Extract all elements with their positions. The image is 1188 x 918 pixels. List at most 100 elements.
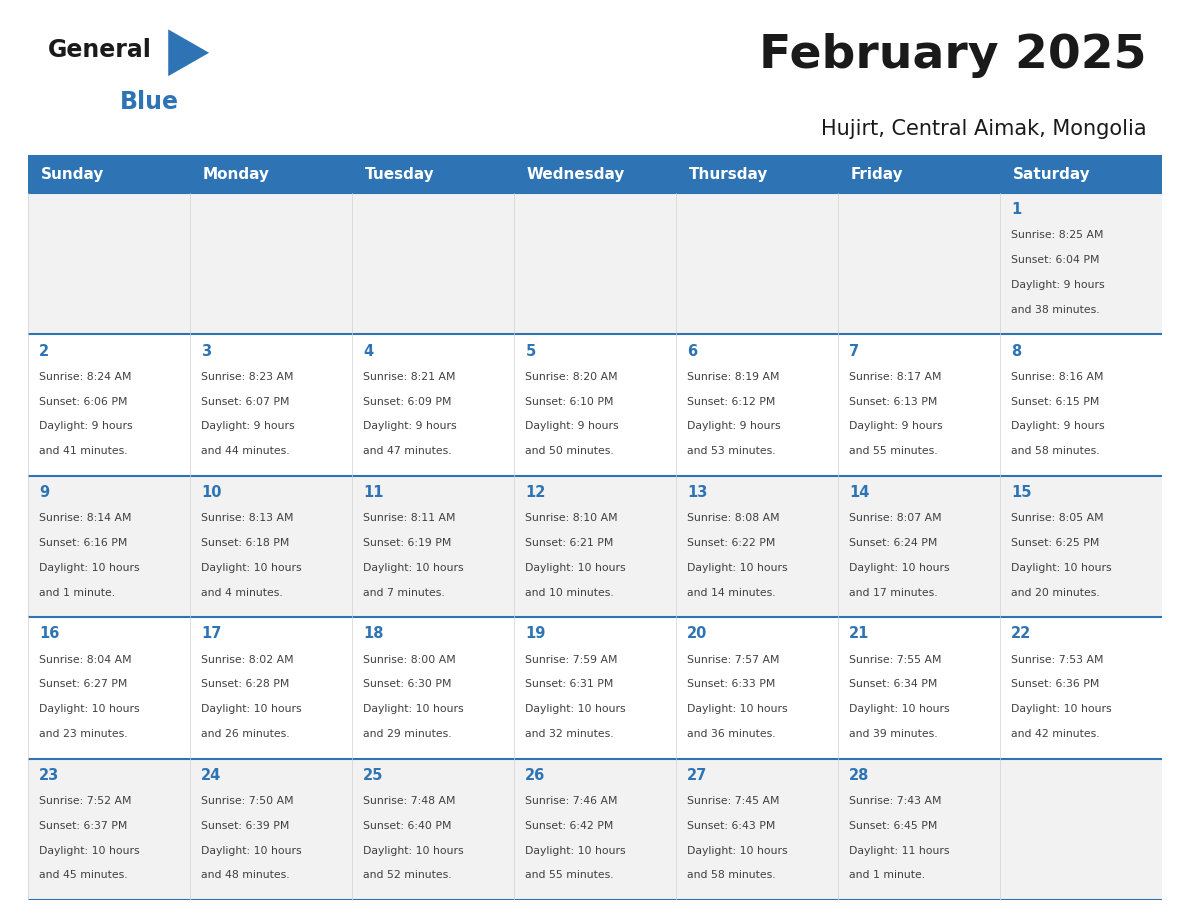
Bar (1000, 193, 1162, 334)
Text: Sunset: 6:13 PM: Sunset: 6:13 PM (849, 397, 937, 407)
Text: Sunrise: 8:10 AM: Sunrise: 8:10 AM (525, 513, 618, 523)
Text: 5: 5 (525, 343, 536, 359)
Text: Sunrise: 8:14 AM: Sunrise: 8:14 AM (39, 513, 132, 523)
Text: Sunrise: 8:11 AM: Sunrise: 8:11 AM (364, 513, 456, 523)
Bar (1000, 334, 1162, 476)
Text: Sunset: 6:19 PM: Sunset: 6:19 PM (364, 538, 451, 548)
Text: Sunrise: 7:59 AM: Sunrise: 7:59 AM (525, 655, 618, 665)
Text: and 36 minutes.: and 36 minutes. (688, 729, 776, 739)
Text: Sunrise: 8:08 AM: Sunrise: 8:08 AM (688, 513, 781, 523)
Bar (1000, 476, 1162, 617)
Bar (514, 758, 676, 900)
Bar (29, 617, 190, 758)
Bar (514, 617, 676, 758)
Text: Daylight: 10 hours: Daylight: 10 hours (849, 563, 950, 573)
Text: and 26 minutes.: and 26 minutes. (201, 729, 290, 739)
Text: Sunset: 6:25 PM: Sunset: 6:25 PM (1011, 538, 1100, 548)
Text: Daylight: 10 hours: Daylight: 10 hours (525, 845, 626, 856)
Text: Daylight: 10 hours: Daylight: 10 hours (364, 845, 465, 856)
Bar (352, 476, 514, 617)
Bar (838, 334, 1000, 476)
Text: Sunset: 6:27 PM: Sunset: 6:27 PM (39, 679, 128, 689)
Text: 20: 20 (688, 626, 708, 642)
Bar (676, 193, 838, 334)
Text: Daylight: 10 hours: Daylight: 10 hours (525, 563, 626, 573)
Text: February 2025: February 2025 (759, 32, 1146, 78)
Bar (29, 193, 190, 334)
Text: and 29 minutes.: and 29 minutes. (364, 729, 451, 739)
Text: Sunrise: 8:23 AM: Sunrise: 8:23 AM (201, 372, 293, 382)
Text: Sunrise: 7:57 AM: Sunrise: 7:57 AM (688, 655, 779, 665)
Text: Daylight: 10 hours: Daylight: 10 hours (39, 563, 140, 573)
Text: Daylight: 9 hours: Daylight: 9 hours (201, 421, 295, 431)
Text: 7: 7 (849, 343, 859, 359)
Text: Sunset: 6:43 PM: Sunset: 6:43 PM (688, 821, 776, 831)
Text: Thursday: Thursday (689, 166, 769, 182)
Text: Sunset: 6:18 PM: Sunset: 6:18 PM (201, 538, 290, 548)
Text: Sunset: 6:04 PM: Sunset: 6:04 PM (1011, 255, 1100, 265)
Text: 3: 3 (201, 343, 211, 359)
Bar (838, 758, 1000, 900)
Bar (190, 476, 352, 617)
Text: Sunset: 6:07 PM: Sunset: 6:07 PM (201, 397, 290, 407)
Text: 15: 15 (1011, 485, 1032, 500)
Text: and 39 minutes.: and 39 minutes. (849, 729, 939, 739)
Bar (676, 476, 838, 617)
Text: 16: 16 (39, 626, 59, 642)
Polygon shape (169, 29, 209, 76)
Bar (29, 758, 190, 900)
Text: 23: 23 (39, 767, 59, 783)
Text: Daylight: 10 hours: Daylight: 10 hours (1011, 563, 1112, 573)
Text: Hujirt, Central Aimak, Mongolia: Hujirt, Central Aimak, Mongolia (821, 118, 1146, 139)
Text: Sunrise: 8:16 AM: Sunrise: 8:16 AM (1011, 372, 1104, 382)
Bar (838, 193, 1000, 334)
Text: Daylight: 10 hours: Daylight: 10 hours (1011, 704, 1112, 714)
Text: and 4 minutes.: and 4 minutes. (201, 588, 283, 598)
Text: Sunset: 6:15 PM: Sunset: 6:15 PM (1011, 397, 1100, 407)
Text: 18: 18 (364, 626, 384, 642)
Text: Wednesday: Wednesday (527, 166, 625, 182)
Text: Sunset: 6:40 PM: Sunset: 6:40 PM (364, 821, 451, 831)
Text: Sunrise: 8:24 AM: Sunrise: 8:24 AM (39, 372, 132, 382)
Text: and 58 minutes.: and 58 minutes. (1011, 446, 1100, 456)
Bar (352, 193, 514, 334)
Text: Sunrise: 8:00 AM: Sunrise: 8:00 AM (364, 655, 456, 665)
Text: Daylight: 10 hours: Daylight: 10 hours (201, 704, 302, 714)
Text: and 32 minutes.: and 32 minutes. (525, 729, 614, 739)
Text: Daylight: 9 hours: Daylight: 9 hours (1011, 280, 1105, 290)
Text: and 45 minutes.: and 45 minutes. (39, 870, 128, 880)
Text: Daylight: 9 hours: Daylight: 9 hours (39, 421, 133, 431)
Bar (190, 758, 352, 900)
Text: and 1 minute.: and 1 minute. (39, 588, 115, 598)
Text: Sunset: 6:06 PM: Sunset: 6:06 PM (39, 397, 128, 407)
Text: and 44 minutes.: and 44 minutes. (201, 446, 290, 456)
Text: Daylight: 9 hours: Daylight: 9 hours (1011, 421, 1105, 431)
Text: and 52 minutes.: and 52 minutes. (364, 870, 451, 880)
Text: 17: 17 (201, 626, 222, 642)
Text: 12: 12 (525, 485, 545, 500)
Text: Sunrise: 7:50 AM: Sunrise: 7:50 AM (201, 796, 293, 806)
Text: and 55 minutes.: and 55 minutes. (525, 870, 614, 880)
Text: and 14 minutes.: and 14 minutes. (688, 588, 776, 598)
Text: 4: 4 (364, 343, 373, 359)
Text: 14: 14 (849, 485, 870, 500)
Text: Sunrise: 8:21 AM: Sunrise: 8:21 AM (364, 372, 456, 382)
Text: Sunset: 6:34 PM: Sunset: 6:34 PM (849, 679, 937, 689)
Text: 24: 24 (201, 767, 222, 783)
Text: Daylight: 10 hours: Daylight: 10 hours (525, 704, 626, 714)
Text: Daylight: 10 hours: Daylight: 10 hours (201, 845, 302, 856)
Text: 21: 21 (849, 626, 870, 642)
Bar (514, 193, 676, 334)
Text: Daylight: 10 hours: Daylight: 10 hours (849, 704, 950, 714)
Bar (676, 758, 838, 900)
Text: and 38 minutes.: and 38 minutes. (1011, 305, 1100, 315)
Text: Sunrise: 8:13 AM: Sunrise: 8:13 AM (201, 513, 293, 523)
Text: Daylight: 10 hours: Daylight: 10 hours (688, 704, 788, 714)
Text: Sunrise: 8:02 AM: Sunrise: 8:02 AM (201, 655, 293, 665)
Text: and 41 minutes.: and 41 minutes. (39, 446, 128, 456)
Text: Sunset: 6:31 PM: Sunset: 6:31 PM (525, 679, 614, 689)
Text: Sunrise: 7:43 AM: Sunrise: 7:43 AM (849, 796, 942, 806)
Text: 1: 1 (1011, 202, 1022, 218)
Text: and 55 minutes.: and 55 minutes. (849, 446, 939, 456)
Text: 11: 11 (364, 485, 384, 500)
